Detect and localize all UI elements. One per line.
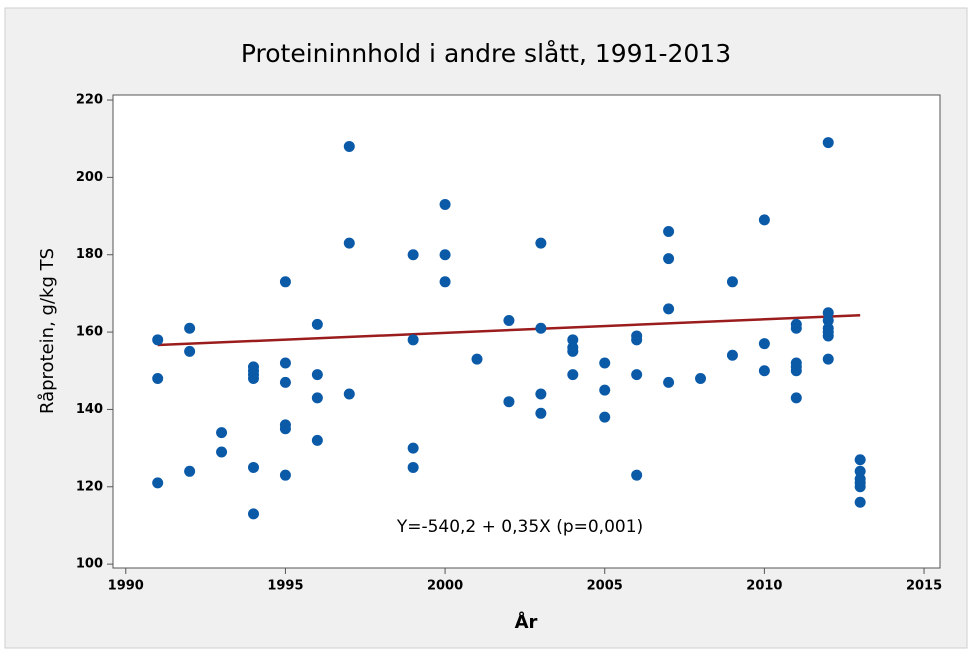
point [822, 314, 834, 326]
fit-line [157, 314, 861, 347]
point [503, 314, 515, 326]
point [567, 345, 579, 357]
point [343, 237, 355, 249]
point [407, 442, 419, 454]
x-tick-label: 2000 [427, 579, 463, 594]
point [279, 423, 291, 435]
point [535, 237, 547, 249]
point [631, 469, 643, 481]
point [790, 322, 802, 334]
point [279, 357, 291, 369]
point [854, 496, 866, 508]
point [152, 477, 164, 489]
point [663, 376, 675, 388]
y-tick-label: 200 [76, 170, 103, 185]
point [599, 357, 611, 369]
point [663, 226, 675, 238]
point [152, 334, 164, 346]
point [599, 384, 611, 396]
x-tick-label: 2005 [587, 579, 623, 594]
point [535, 322, 547, 334]
point [407, 461, 419, 473]
y-tick-label: 180 [76, 247, 103, 262]
point [758, 338, 770, 350]
point [758, 214, 770, 226]
point [695, 372, 707, 384]
point [216, 446, 228, 458]
annotation: Y=-540,2 + 0,35X (p=0,001) [396, 517, 643, 537]
point [407, 334, 419, 346]
point [343, 388, 355, 400]
point [311, 318, 323, 330]
y-axis-label: Råprotein, g/kg TS [37, 248, 58, 414]
x-tick-label: 1995 [267, 579, 303, 594]
y-tick-label: 140 [76, 402, 103, 417]
point [311, 392, 323, 404]
point [247, 372, 259, 384]
point [726, 276, 738, 288]
point [439, 276, 451, 288]
plot-area [112, 94, 941, 569]
point [663, 253, 675, 265]
point [854, 465, 866, 477]
point [152, 372, 164, 384]
y-tick-label: 100 [76, 557, 103, 572]
point [471, 353, 483, 365]
point [279, 376, 291, 388]
point [535, 407, 547, 419]
x-tick-label: 2015 [906, 579, 942, 594]
point [790, 365, 802, 377]
point [184, 322, 196, 334]
point [567, 334, 579, 346]
point [822, 353, 834, 365]
point [279, 276, 291, 288]
point [599, 411, 611, 423]
point [822, 330, 834, 342]
point [343, 140, 355, 152]
point [503, 396, 515, 408]
point [567, 369, 579, 381]
point [726, 349, 738, 361]
point [247, 508, 259, 520]
point [790, 392, 802, 404]
x-tick-label: 1990 [108, 579, 144, 594]
point [535, 388, 547, 400]
point [663, 303, 675, 315]
point [407, 249, 419, 261]
point [184, 345, 196, 357]
point [439, 198, 451, 210]
point [439, 249, 451, 261]
point [216, 427, 228, 439]
point [311, 369, 323, 381]
y-tick-label: 120 [76, 479, 103, 494]
point [822, 137, 834, 149]
chart-title: Proteininnhold i andre slått, 1991-2013 [241, 39, 731, 68]
point [854, 481, 866, 493]
point [279, 469, 291, 481]
y-tick-label: 220 [76, 93, 103, 108]
point [631, 334, 643, 346]
x-axis-label: År [515, 610, 538, 633]
point [631, 369, 643, 381]
point [311, 434, 323, 446]
point [758, 365, 770, 377]
point [854, 454, 866, 466]
point [247, 461, 259, 473]
point [822, 307, 834, 319]
x-tick-label: 2010 [746, 579, 782, 594]
y-tick-label: 160 [76, 325, 103, 340]
point [184, 465, 196, 477]
